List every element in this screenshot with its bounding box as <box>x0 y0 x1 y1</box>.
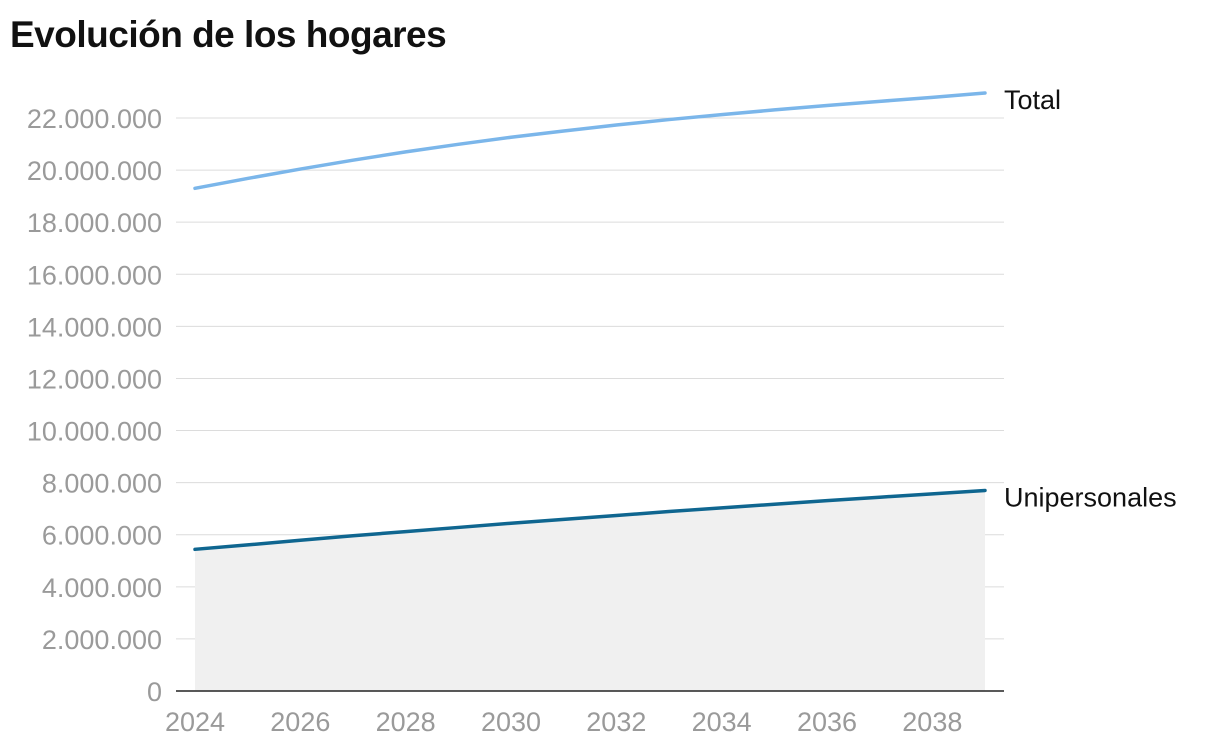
y-tick-label: 8.000.000 <box>42 469 162 499</box>
y-tick-label: 12.000.000 <box>27 364 162 394</box>
x-tick-label: 2030 <box>481 707 541 737</box>
y-tick-label: 20.000.000 <box>27 156 162 186</box>
series-line-unipersonales <box>193 488 987 552</box>
y-tick-label: 4.000.000 <box>42 573 162 603</box>
y-tick-label: 10.000.000 <box>27 417 162 447</box>
x-tick-label: 2036 <box>797 707 857 737</box>
series-lines <box>193 91 987 552</box>
series-label-unipersonales: Unipersonales <box>1004 482 1177 512</box>
y-tick-label: 14.000.000 <box>27 312 162 342</box>
x-tick-label: 2026 <box>270 707 330 737</box>
labels: 0 2.000.000 4.000.000 6.000.000 8.000.000 10.… <box>27 85 1177 737</box>
series-label-total: Total <box>1004 85 1061 115</box>
area-fill-layer <box>195 490 985 691</box>
x-tick-label: 2028 <box>376 707 436 737</box>
x-tick-label: 2034 <box>692 707 752 737</box>
x-tick-label: 2038 <box>902 707 962 737</box>
y-tick-label: 16.000.000 <box>27 260 162 290</box>
area-fill-unipersonales <box>195 490 985 691</box>
y-tick-label: 2.000.000 <box>42 625 162 655</box>
x-tick-label: 2032 <box>586 707 646 737</box>
series-line-total <box>193 91 987 191</box>
y-tick-label: 6.000.000 <box>42 521 162 551</box>
chart-title: Evolución de los hogares <box>10 14 447 55</box>
x-tick-label: 2024 <box>165 707 225 737</box>
y-tick-label: 22.000.000 <box>27 104 162 134</box>
y-tick-label: 0 <box>147 677 162 707</box>
y-tick-label: 18.000.000 <box>27 208 162 238</box>
